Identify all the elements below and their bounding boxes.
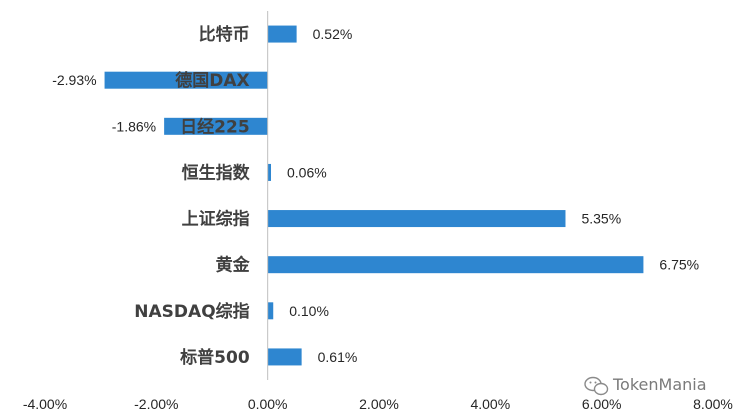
bar: [104, 71, 268, 89]
bar: [164, 117, 268, 135]
x-tick-label: 2.00%: [359, 396, 399, 412]
watermark: TokenMania: [584, 375, 707, 396]
x-tick-label: 4.00%: [470, 396, 510, 412]
x-tick-label: -2.00%: [134, 396, 178, 412]
value-label: -1.86%: [112, 118, 156, 134]
category-label: 上证综指: [182, 209, 250, 230]
wechat-icon: [584, 376, 609, 396]
value-labels-group: 0.52% -2.93% -1.86% 0.06% 5.35% 6.75% 0.10% 0.6…: [52, 26, 699, 365]
watermark-text: TokenMania: [612, 375, 707, 394]
category-label: 比特币: [199, 24, 250, 45]
bar: [267, 210, 566, 228]
x-tick-label: 6.00%: [582, 396, 622, 412]
value-label: 0.52%: [313, 26, 353, 42]
bar: [267, 348, 302, 366]
x-tick-label: 0.00%: [248, 396, 288, 412]
category-label: 标普500: [180, 347, 250, 368]
bar: [267, 163, 272, 181]
x-tick-label: 8.00%: [693, 396, 733, 412]
value-label: 5.35%: [581, 211, 621, 227]
value-label: 6.75%: [659, 257, 699, 273]
bars-group: [104, 25, 644, 366]
category-label: 恒生指数: [182, 162, 251, 183]
x-tick-labels-group: -4.00% -2.00% 0.00% 2.00% 4.00% 6.00% 8.00%: [23, 396, 733, 412]
x-tick-label: -4.00%: [23, 396, 67, 412]
category-label: 德国DAX: [175, 70, 249, 91]
value-label: 0.61%: [318, 349, 358, 365]
value-label: -2.93%: [52, 72, 96, 88]
value-label: 0.06%: [287, 164, 327, 180]
category-label: 日经225: [180, 116, 250, 137]
bar: [267, 25, 297, 43]
bar: [267, 256, 644, 274]
bar: [267, 302, 274, 320]
category-label: NASDAQ综指: [134, 301, 249, 322]
value-label: 0.10%: [289, 303, 329, 319]
category-label: 黄金: [216, 255, 251, 276]
